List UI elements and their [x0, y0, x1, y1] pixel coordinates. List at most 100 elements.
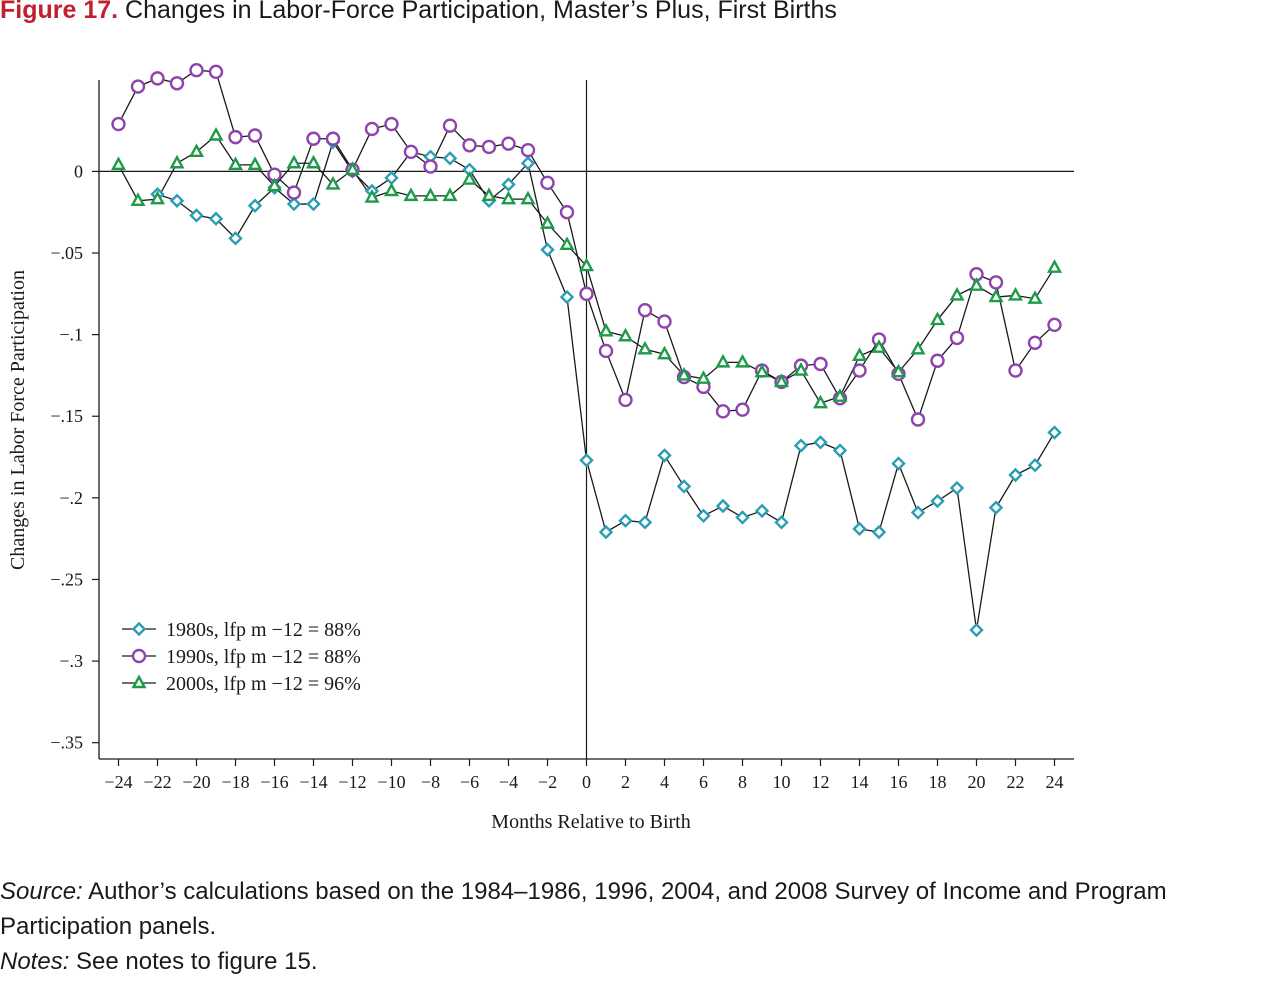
- data-point-triangle: [539, 215, 556, 229]
- series-markers: [110, 63, 1063, 638]
- data-point-diamond: [286, 196, 302, 212]
- data-point-circle: [286, 185, 302, 200]
- x-tick-label: −6: [460, 772, 479, 792]
- data-point-diamond: [832, 443, 848, 458]
- data-point-diamond: [618, 513, 633, 528]
- x-tick-label: 10: [773, 772, 791, 792]
- data-point-triangle: [383, 182, 400, 197]
- data-point-triangle: [734, 353, 751, 368]
- data-point-diamond: [1008, 467, 1023, 483]
- x-tick-label: −22: [143, 772, 171, 792]
- data-point-diamond: [930, 493, 945, 509]
- data-point-circle: [150, 71, 165, 86]
- data-point-diamond: [969, 622, 984, 638]
- data-point-circle: [169, 76, 185, 91]
- data-point-diamond: [735, 510, 750, 525]
- y-tick-label: −.3: [59, 651, 83, 671]
- data-point-circle: [1027, 335, 1043, 350]
- data-point-circle: [910, 412, 926, 427]
- data-point-diamond: [247, 198, 263, 213]
- data-point-triangle: [169, 154, 185, 169]
- data-point-diamond: [813, 435, 828, 450]
- x-tick-label: 22: [1007, 772, 1025, 792]
- data-point-diamond: [1047, 425, 1062, 440]
- x-tick-label: 16: [890, 772, 908, 792]
- data-point-diamond: [891, 456, 906, 471]
- data-point-triangle: [812, 394, 829, 409]
- data-point-diamond: [774, 515, 789, 530]
- x-tick-label: 2: [621, 772, 630, 792]
- data-point-diamond: [540, 242, 555, 257]
- legend-marker-diamond: [131, 621, 147, 637]
- data-point-circle: [930, 353, 945, 368]
- notes-note: Notes: See notes to figure 15.: [0, 944, 1280, 979]
- data-point-diamond: [910, 505, 926, 520]
- figure-title: Figure 17. Changes in Labor-Force Partic…: [0, 0, 837, 25]
- data-point-triangle: [364, 189, 380, 203]
- axes: −24 −22 −20 −18 −16 −14 −12 −10 −8 −6 −4 −2 0 2 4 6 8 10 1…: [50, 80, 1074, 792]
- data-point-triangle: [305, 154, 322, 169]
- data-point-triangle: [403, 187, 419, 202]
- data-point-circle: [540, 175, 555, 191]
- data-point-diamond: [793, 438, 809, 453]
- figure-title-text: Changes in Labor-Force Participation, Ma…: [125, 0, 837, 24]
- data-point-diamond: [208, 211, 224, 226]
- x-tick-label: −4: [499, 772, 518, 792]
- data-point-diamond: [501, 177, 516, 192]
- data-point-diamond: [442, 151, 458, 166]
- data-point-diamond: [1027, 458, 1043, 473]
- x-tick-label: −20: [182, 772, 210, 792]
- y-tick-label: −.1: [59, 325, 83, 345]
- x-tick-label: 0: [582, 772, 591, 792]
- data-point-triangle: [715, 353, 731, 368]
- data-point-triangle: [929, 311, 946, 326]
- x-tick-label: 4: [660, 772, 669, 792]
- legend-label: 2000s, lfp m −12 = 96%: [166, 673, 361, 695]
- data-point-triangle: [832, 388, 848, 402]
- x-tick-label: −18: [221, 772, 249, 792]
- y-tick-label: −.35: [50, 733, 83, 753]
- y-tick-label: −.05: [50, 243, 83, 263]
- data-point-triangle: [325, 175, 341, 190]
- data-point-diamond: [384, 170, 399, 186]
- data-point-triangle: [676, 366, 692, 381]
- x-tick-label: 8: [738, 772, 747, 792]
- x-tick-label: −8: [421, 772, 440, 792]
- data-point-triangle: [656, 345, 673, 360]
- data-point-diamond: [520, 156, 536, 171]
- data-point-circle: [735, 402, 750, 417]
- x-axis-title: Months Relative to Birth: [491, 811, 690, 833]
- data-point-circle: [618, 392, 633, 408]
- data-point-circle: [247, 128, 263, 143]
- data-point-triangle: [968, 277, 985, 291]
- data-point-triangle: [910, 340, 926, 355]
- x-tick-label: −2: [538, 772, 557, 792]
- data-point-triangle: [949, 286, 965, 301]
- notes-label: Notes:: [0, 948, 70, 975]
- x-tick-label: −24: [104, 772, 132, 792]
- data-point-circle: [501, 136, 516, 151]
- data-point-circle: [208, 64, 224, 80]
- data-point-triangle: [422, 187, 439, 202]
- data-point-diamond: [579, 453, 594, 468]
- data-point-triangle: [754, 363, 770, 378]
- data-point-circle: [1008, 363, 1023, 378]
- data-point-diamond: [696, 508, 711, 523]
- y-tick-label: −.25: [50, 569, 83, 589]
- data-point-triangle: [851, 347, 868, 362]
- data-point-circle: [813, 356, 828, 372]
- data-point-triangle: [988, 288, 1004, 303]
- x-tick-label: −16: [260, 772, 288, 792]
- data-point-circle: [111, 116, 126, 132]
- data-point-circle: [657, 314, 672, 329]
- data-point-triangle: [286, 154, 302, 169]
- x-tick-label: 24: [1046, 772, 1064, 792]
- data-point-circle: [988, 275, 1004, 290]
- data-point-circle: [462, 138, 477, 153]
- data-point-diamond: [754, 503, 770, 519]
- data-point-triangle: [110, 156, 127, 171]
- data-point-triangle: [559, 236, 575, 251]
- source-text: Author’s calculations based on the 1984–…: [0, 878, 1167, 940]
- data-point-triangle: [793, 362, 809, 376]
- data-point-circle: [949, 330, 965, 346]
